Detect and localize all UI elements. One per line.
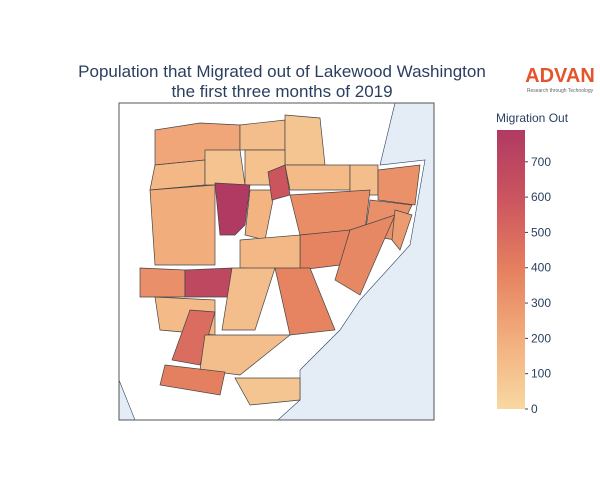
colorbar-tick-label: 300	[531, 296, 551, 310]
region	[284, 164, 351, 191]
region	[159, 364, 226, 396]
map-frame	[118, 102, 435, 421]
region	[234, 377, 301, 406]
colorbar-tick-label: 600	[531, 190, 551, 204]
colorbar-tick-label: 500	[531, 225, 551, 239]
region	[199, 334, 291, 376]
colorbar-tick-label: 200	[531, 331, 551, 345]
colorbar-tick-label: 100	[531, 367, 551, 381]
logo: ADVAN	[525, 65, 595, 87]
region	[214, 182, 251, 236]
region	[239, 234, 301, 271]
colorbar	[497, 130, 525, 409]
region	[239, 119, 286, 151]
region	[204, 149, 246, 186]
region	[171, 309, 216, 366]
region	[391, 209, 413, 251]
region	[284, 114, 326, 166]
region	[377, 164, 421, 206]
region	[274, 267, 336, 336]
region	[221, 267, 276, 331]
chart-subtitle: the first three months of 2019	[171, 82, 392, 101]
colorbar-tick-label: 700	[531, 155, 551, 169]
colorbar-title: Migration Out	[496, 111, 569, 125]
region	[149, 159, 206, 191]
chart-title: Population that Migrated out of Lakewood…	[78, 62, 486, 81]
colorbar-tick-label: 400	[531, 261, 551, 275]
region	[334, 214, 396, 296]
region	[184, 267, 233, 298]
colorbar-tick-label: 0	[531, 402, 538, 416]
region	[139, 267, 186, 298]
logo-tagline: Research through Technology	[527, 88, 594, 94]
region	[149, 184, 216, 266]
